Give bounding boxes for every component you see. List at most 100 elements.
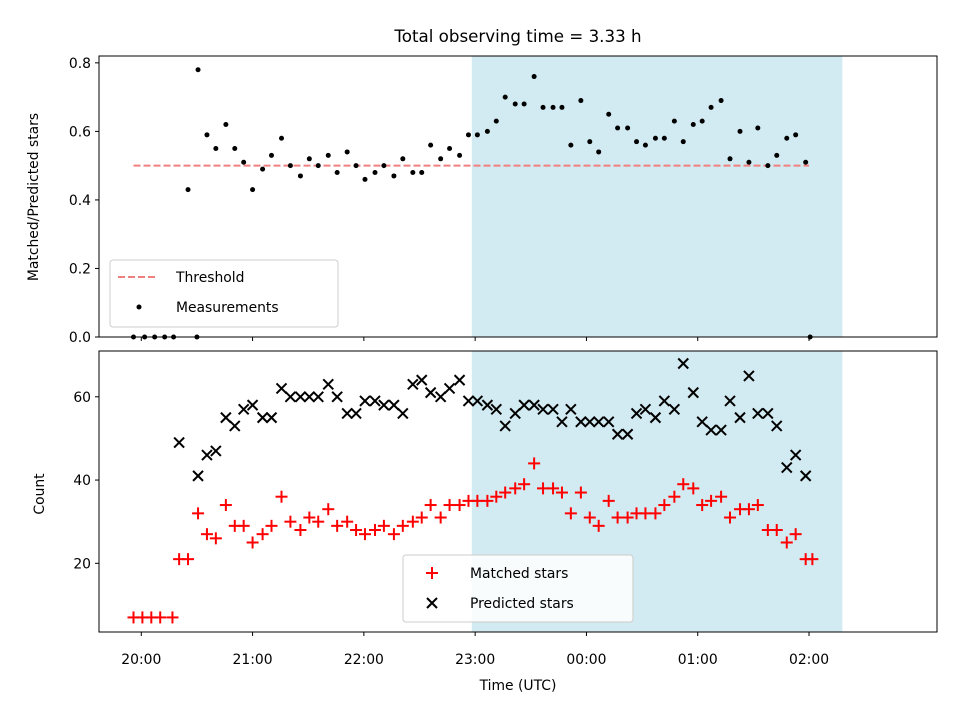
matched-star-point: [275, 490, 288, 503]
matched-star-point: [341, 515, 354, 528]
predicted-star-point: [462, 395, 475, 407]
measurement-point: [241, 159, 247, 165]
predicted-star-point: [265, 411, 278, 424]
measurement-point: [400, 156, 406, 162]
measurement-point: [195, 67, 201, 73]
top-legend: Threshold Measurements: [109, 259, 339, 328]
measurement-point: [381, 163, 387, 169]
predicted-star-point: [359, 395, 371, 407]
y-tick-label: 0.6: [69, 124, 91, 140]
matched-star-point: [200, 528, 213, 541]
measurement-point: [391, 173, 397, 179]
predicted-star-point: [322, 378, 334, 391]
matched-star-point: [219, 499, 232, 512]
predicted-star-point: [481, 399, 494, 411]
bottom-legend-box: [402, 554, 634, 623]
predicted-star-point: [715, 424, 727, 436]
measurement-point: [204, 132, 210, 138]
measurement-point: [287, 163, 293, 169]
matched-star-point: [237, 519, 250, 532]
predicted-star-point: [388, 399, 400, 411]
predicted-star-point: [246, 399, 259, 411]
predicted-star-point: [350, 407, 362, 420]
measurement-point: [279, 135, 285, 141]
predicted-star-point: [752, 407, 764, 420]
predicted-star-point: [490, 403, 503, 415]
matched-star-point: [555, 486, 568, 499]
x-tick-label: 21:00: [233, 652, 273, 668]
measurement-point: [568, 142, 574, 148]
predicted-star-point: [275, 382, 288, 395]
predicted-stars-points: [173, 357, 812, 482]
predicted-star-point: [397, 407, 409, 420]
measurement-point: [625, 125, 631, 131]
matched-star-point: [789, 528, 802, 541]
chart-title: Total observing time = 3.33 h: [393, 26, 641, 46]
top-y-axis-label: Matched/Predicted stars: [26, 113, 42, 281]
predicted-star-point: [453, 374, 466, 386]
matched-star-point: [154, 611, 167, 624]
predicted-star-point: [499, 420, 511, 432]
measurement-point: [671, 118, 677, 124]
x-tick-label: 00:00: [566, 652, 606, 668]
predicted-star-point: [434, 391, 447, 403]
measurement-point: [484, 128, 490, 134]
predicted-star-point: [528, 399, 540, 411]
measurement-point: [268, 152, 274, 158]
measurement-point: [690, 122, 696, 128]
matched-star-point: [368, 524, 381, 537]
predicted-star-point: [443, 382, 456, 395]
predicted-star-point: [369, 395, 381, 407]
matched-star-point: [509, 482, 522, 495]
measurement-point: [457, 152, 463, 158]
bottom-panel: 20 40 60 20:00 21:00 22:00 23:00 00:00 01:00 02:…: [32, 350, 938, 694]
predicted-star-point: [668, 403, 681, 415]
predicted-star-point: [210, 445, 222, 457]
measurement-point: [661, 135, 667, 141]
predicted-star-point: [303, 391, 316, 403]
matched-star-point: [592, 519, 605, 532]
matched-star-point: [687, 482, 700, 495]
measurement-point: [727, 156, 733, 162]
matched-star-point: [166, 611, 179, 624]
predicted-star-point: [696, 416, 708, 428]
matched-star-point: [742, 503, 755, 516]
predicted-star-point: [789, 449, 802, 461]
matched-star-point: [583, 511, 596, 524]
measurement-point: [699, 118, 705, 124]
measurement-point: [185, 187, 191, 193]
x-axis-label: Time (UTC): [479, 678, 557, 694]
measurement-point: [531, 74, 537, 80]
bottom-y-axis-label: Count: [32, 473, 48, 515]
matched-star-point: [780, 536, 793, 549]
matched-star-point: [182, 553, 195, 566]
matched-star-point: [668, 490, 681, 503]
matched-star-point: [499, 486, 512, 499]
legend-measurements-swatch: [136, 304, 142, 310]
matched-star-point: [715, 490, 728, 503]
predicted-star-point: [284, 391, 297, 403]
predicted-star-point: [173, 436, 185, 449]
measurement-point: [465, 132, 471, 138]
measurement-point: [755, 125, 761, 131]
x-tick-label: 20:00: [121, 652, 161, 668]
measurement-point: [540, 104, 546, 110]
y-tick-label: 0.4: [69, 193, 91, 209]
matched-star-point: [518, 478, 531, 491]
matched-star-point: [481, 494, 494, 507]
matched-star-point: [611, 511, 624, 524]
top-x-ticks: [140, 337, 810, 341]
predicted-star-point: [762, 407, 774, 420]
matched-star-point: [751, 499, 764, 512]
predicted-star-point: [220, 411, 232, 424]
measurement-point: [438, 156, 444, 162]
matched-star-point: [265, 519, 278, 532]
predicted-star-point: [201, 449, 213, 461]
matched-star-point: [443, 499, 456, 512]
predicted-star-point: [658, 395, 671, 407]
y-tick-label: 0.2: [69, 261, 91, 277]
bottom-legend: Matched stars Predicted stars: [402, 554, 634, 623]
legend-matched-label: Matched stars: [470, 566, 568, 582]
matched-star-point: [434, 511, 447, 524]
predicted-star-point: [556, 416, 568, 428]
